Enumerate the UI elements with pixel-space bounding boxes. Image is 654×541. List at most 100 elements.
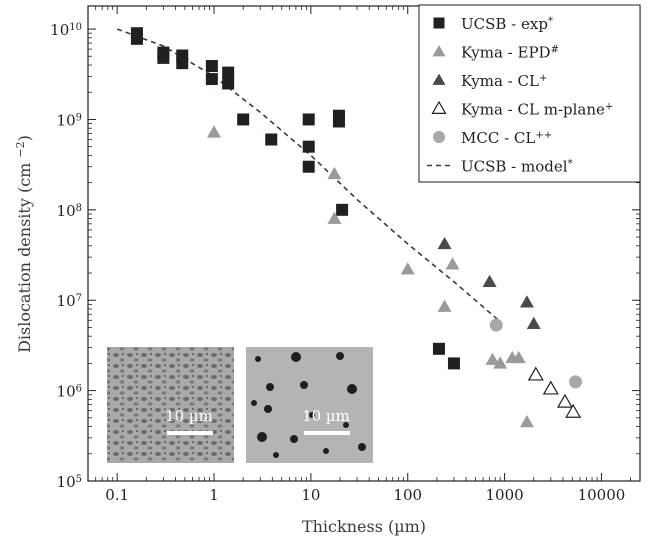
y-tick-exponent: 8 [76,202,82,213]
dislocation-dot [300,381,308,389]
data-point [130,32,143,45]
dislocation-dot [358,443,366,451]
legend-marker [432,73,446,85]
y-tick-base: 10 [57,473,76,491]
legend-label-sup: * [548,16,553,27]
y-tick-base: 10 [57,383,76,401]
dislocation-dot [291,352,301,362]
x-tick-label: 100 [393,486,422,504]
dislocation-dot [264,405,272,413]
data-point [237,113,250,126]
y-axis-title: Dislocation density (cm −2) [14,135,35,353]
dislocation-dot [343,422,349,428]
legend-marker [433,131,445,143]
data-point [485,352,500,365]
inset-micrograph-1: 10 µm [107,347,234,463]
data-point [437,299,452,312]
y-tick-label: 105 [57,473,82,491]
legend-marker [433,17,445,29]
data-point [327,166,342,180]
legend-label-text: UCSB - model [461,158,568,176]
x-tick-label: 0.1 [105,486,129,504]
data-point [205,73,218,86]
y-axis-title-text: Dislocation density (cm [15,163,34,353]
legend-label: MCC - CL++ [461,129,552,147]
y-tick-base: 10 [57,202,76,220]
x-tick-label: 10000 [578,486,626,504]
series-0 [130,27,460,370]
data-point [569,375,583,389]
plot-frame [87,5,641,482]
x-tick-labels: 0.1 1 10 100 1000 10000 [105,486,625,504]
y-tick-exponent: 7 [76,293,82,304]
x-tick-label: 1000 [486,486,524,504]
data-point [157,51,170,64]
dislocation-dot [309,412,315,418]
scale-bar [167,431,213,435]
data-point [565,403,582,418]
data-point [265,133,278,146]
data-point [302,113,315,126]
y-tick-exponent: 6 [76,383,82,394]
series-1 [207,125,534,428]
data-point [556,393,573,408]
data-point [493,356,508,369]
data-point [526,316,541,329]
legend-label-sup: + [539,73,547,84]
y-tick-label: 109 [57,111,82,129]
data-point [519,295,534,308]
data-point [445,257,460,270]
dislocation-dot [347,384,357,394]
legend-label-sup: # [551,44,559,55]
legend-label: Kyma - EPD# [461,44,559,62]
data-point [482,274,497,288]
series-4 [489,318,583,389]
legend-label: Kyma - CL m-plane+ [461,101,613,119]
data-point [432,342,445,355]
micrograph-insets: 10 µm 10 µm [107,347,373,463]
data-point [222,77,235,90]
y-tick-label: 1010 [50,21,82,39]
inset-image [246,347,373,463]
scale-bar [304,431,350,435]
y-tick-exponent: 10 [69,22,82,33]
dislocation-dot [257,432,267,442]
y-tick-base: 10 [57,111,76,129]
x-tick-label: 1 [209,486,219,504]
legend-label-sup: * [568,158,573,169]
data-point [176,57,189,70]
legend-label: Kyma - CL+ [461,72,547,90]
legend-label-text: Kyma - CL [461,72,539,90]
scale-bar-label: 10 µm [165,407,213,425]
legend: UCSB - exp*Kyma - EPD#Kyma - CL+Kyma - C… [418,4,641,183]
dislocation-dot [290,435,298,443]
x-axis-title: Thickness (µm) [302,517,426,536]
legend-label: UCSB - model* [461,158,573,176]
y-tick-exponent: 5 [76,474,82,485]
dislocation-dot [336,352,344,360]
scale-bar-label: 10 µm [302,407,350,425]
dislocation-dot [273,452,279,458]
data-point [542,380,559,395]
data-point [336,203,349,216]
data-point [527,366,544,381]
legend-label-text: UCSB - exp [461,15,548,33]
data-point [447,357,460,370]
dislocation-dot [255,356,261,362]
data-point [302,160,315,173]
data-point [205,60,218,73]
dislocation-dot [251,400,257,406]
data-point [519,414,534,428]
data-point [511,350,526,364]
data-point [437,236,452,250]
y-tick-base: 10 [57,292,76,310]
inset-micrograph-2: 10 µm [246,347,373,463]
x-tick-label: 10 [301,486,320,504]
inset-image [107,347,234,463]
legend-label-text: Kyma - EPD [461,44,551,62]
legend-marker [431,100,447,114]
series-3 [527,366,582,418]
y-tick-exponent: 9 [76,112,82,123]
data-point [400,262,415,275]
